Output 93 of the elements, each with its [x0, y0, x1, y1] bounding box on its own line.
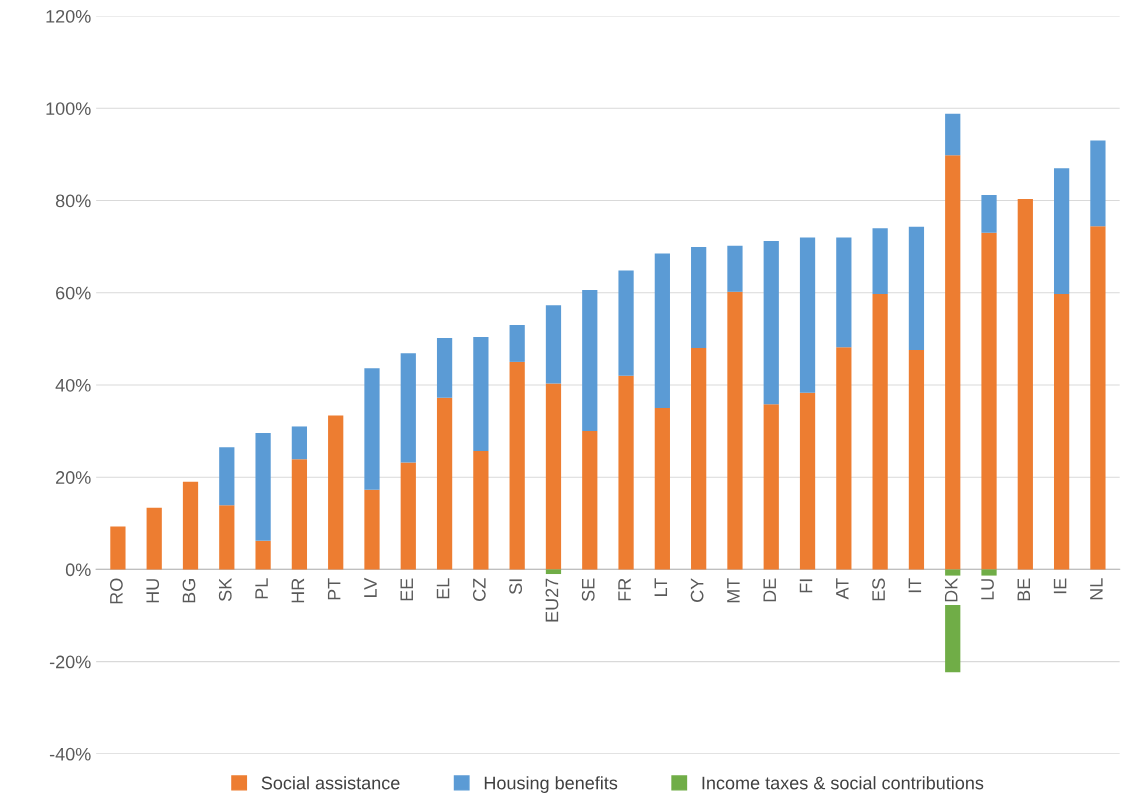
bar — [654, 253, 670, 409]
bar — [799, 392, 816, 570]
bar — [364, 368, 380, 490]
bar — [219, 447, 235, 506]
x-tick-label: LU — [981, 579, 994, 600]
x-tick-label: NL — [1090, 578, 1103, 600]
x-tick-label: FR — [618, 578, 631, 601]
x-tick-label: PT — [327, 578, 341, 600]
y-tick-label: 120% — [46, 9, 91, 23]
x-tick-label: DE — [763, 578, 776, 602]
x-tick-label: LT — [654, 578, 668, 597]
legend-label: Housing benefits — [484, 776, 618, 793]
bar — [908, 226, 925, 350]
bar — [618, 375, 634, 570]
bar — [255, 432, 271, 541]
bar — [400, 462, 416, 570]
bar — [799, 237, 816, 393]
bar — [436, 397, 453, 570]
x-tick-label: HU — [146, 579, 160, 603]
x-tick-label: CY — [690, 578, 704, 602]
y-tick-label: 80% — [55, 194, 91, 208]
bar — [872, 228, 888, 295]
x-tick-label: MT — [727, 578, 740, 603]
x-tick-label: SI — [509, 579, 523, 594]
y-tick-label: 100% — [46, 102, 91, 115]
bar — [545, 383, 562, 570]
y-tick-label: -20% — [49, 655, 91, 669]
bar — [836, 347, 852, 570]
bar — [1053, 294, 1070, 570]
bar — [945, 113, 961, 156]
bar — [509, 325, 525, 362]
x-tick-label: EL — [436, 578, 450, 599]
bar — [1090, 140, 1106, 227]
x-tick-label: RO — [109, 578, 123, 604]
bar — [182, 481, 199, 570]
bar — [872, 294, 888, 570]
bar — [981, 194, 997, 233]
x-tick-label: HR — [291, 578, 305, 603]
y-tick-label: 60% — [56, 286, 91, 300]
bar — [763, 241, 779, 405]
x-tick-label: IT — [908, 578, 922, 593]
bar — [473, 337, 489, 451]
legend-label: Social assistance — [261, 776, 400, 790]
x-tick-label: EU27 — [545, 578, 559, 622]
bar — [945, 155, 961, 570]
bar — [691, 247, 707, 349]
x-tick-label: LV — [364, 577, 377, 598]
y-tick-label: 0% — [65, 563, 91, 577]
bar — [1090, 226, 1106, 570]
x-tick-label: CZ — [472, 578, 486, 601]
legend-label: Income taxes & social contributions — [702, 776, 984, 790]
bar — [436, 337, 453, 398]
bar — [582, 431, 598, 570]
x-tick-label: SK — [218, 577, 232, 602]
bar — [727, 245, 743, 292]
bar — [328, 415, 344, 570]
bar — [146, 507, 162, 570]
bar — [1053, 168, 1070, 295]
x-tick-label: AT — [836, 578, 849, 600]
bar — [364, 489, 380, 570]
bar — [582, 289, 598, 432]
bar — [763, 404, 779, 570]
y-tick-label: 40% — [55, 378, 91, 392]
bar — [545, 305, 562, 384]
bar — [110, 526, 126, 570]
bar — [400, 353, 416, 463]
bar — [836, 237, 852, 348]
bar — [219, 505, 235, 570]
x-tick-label: PL — [255, 578, 268, 599]
x-tick-label: FI — [799, 579, 813, 593]
x-tick-label: DK — [944, 577, 958, 602]
y-tick-label: -40% — [49, 747, 91, 761]
bar — [654, 408, 670, 570]
x-tick-label: ES — [872, 578, 885, 601]
bar — [291, 459, 308, 570]
x-tick-label: BG — [182, 579, 196, 603]
bar — [1017, 199, 1033, 570]
bar — [981, 232, 997, 570]
bar — [509, 361, 525, 570]
bar — [291, 426, 308, 460]
x-tick-label: EE — [400, 578, 413, 601]
bar — [618, 270, 634, 376]
x-tick-label: BE — [1017, 578, 1030, 601]
bar — [981, 569, 997, 577]
x-tick-label: SE — [581, 578, 595, 602]
bar — [545, 569, 562, 575]
bar — [727, 291, 743, 570]
bar — [255, 540, 271, 570]
bar — [473, 450, 489, 570]
x-tick-label: IE — [1053, 578, 1067, 594]
bar — [908, 349, 925, 570]
y-tick-label: 20% — [56, 471, 91, 484]
bar — [691, 348, 707, 570]
